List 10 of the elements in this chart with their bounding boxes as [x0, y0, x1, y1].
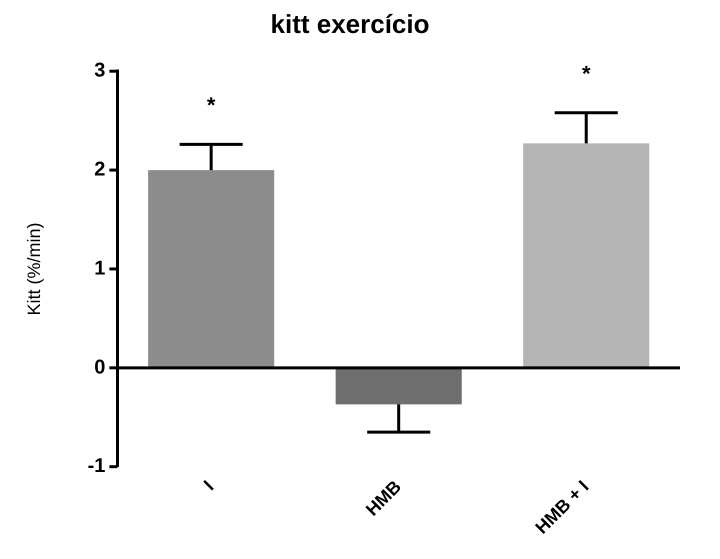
y-tick-label: 0 — [94, 356, 106, 378]
y-tick-label: 2 — [94, 158, 106, 181]
chart-title: kitt exercício — [270, 8, 430, 39]
x-tick-label: I — [200, 476, 218, 494]
y-tick-label: -1 — [88, 455, 106, 478]
annotation: * — [206, 92, 216, 118]
y-tick-label: 3 — [94, 60, 106, 82]
annotation: * — [582, 60, 591, 86]
y-axis-title: Kitt (%/min) — [24, 222, 44, 316]
y-tick-label: 1 — [94, 257, 106, 280]
